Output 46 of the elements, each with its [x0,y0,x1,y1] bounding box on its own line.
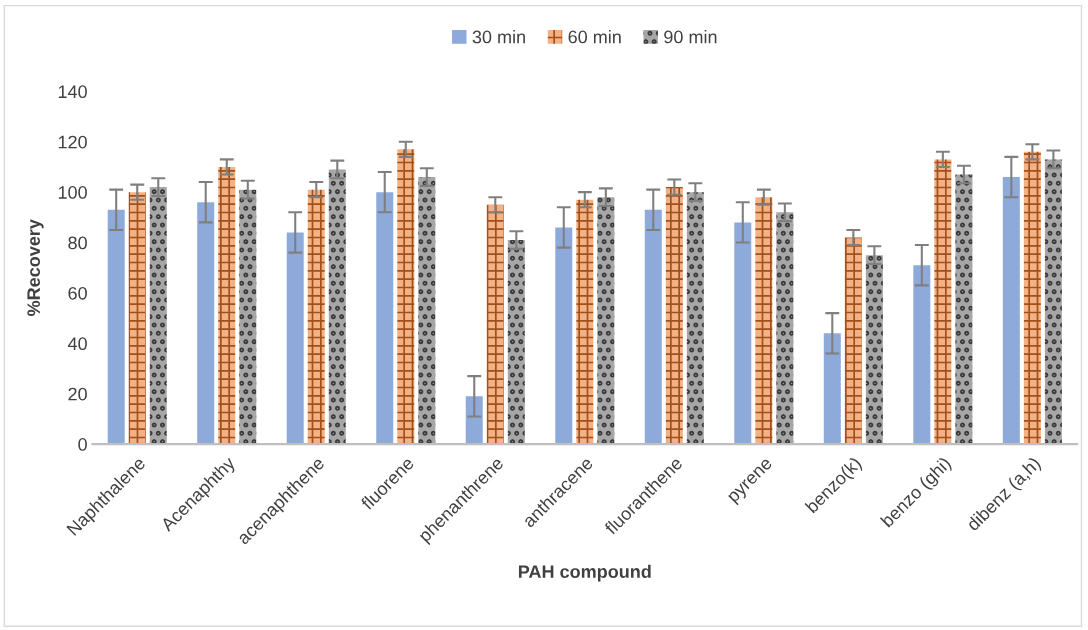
x-axis-title: PAH compound [518,564,651,582]
bar [465,396,483,445]
bar [418,177,436,445]
y-tick-label: 40 [67,337,87,351]
bar [913,265,931,445]
bar [397,149,415,445]
bar [218,166,236,445]
bar [776,212,794,445]
bar [934,159,952,445]
bar [128,192,146,445]
y-tick-label: 100 [58,186,87,199]
bar [286,232,304,445]
bar [149,187,167,445]
legend-label: 30 min [472,30,525,44]
y-tick-label: 0 [78,438,87,451]
y-tick-label: 20 [68,387,87,401]
bar [1002,177,1020,445]
y-axis-title: %Recovery [27,219,44,316]
bar [197,202,215,445]
bar [486,204,504,445]
bar [576,199,594,445]
bar [555,227,573,445]
bar [597,197,615,445]
bar [755,197,773,445]
bar [823,333,841,445]
bar [844,237,862,445]
bar [239,189,257,445]
y-tick-label: 140 [58,85,87,99]
bar [734,222,752,445]
y-tick-label: 60 [68,286,87,300]
y-tick-label: 120 [58,135,87,149]
legend-label: 60 min [568,30,621,44]
bar [955,174,973,445]
bar [376,192,394,445]
bar [328,169,346,445]
bar [107,209,125,445]
y-tick-label: 80 [68,236,87,250]
bar [644,209,662,445]
bar [307,189,325,445]
bar [686,192,704,445]
bar [665,187,683,445]
legend-label: 90 min [664,30,717,44]
bar [507,240,525,445]
bar [865,255,883,445]
bar [1023,151,1041,445]
bar [1044,159,1062,445]
